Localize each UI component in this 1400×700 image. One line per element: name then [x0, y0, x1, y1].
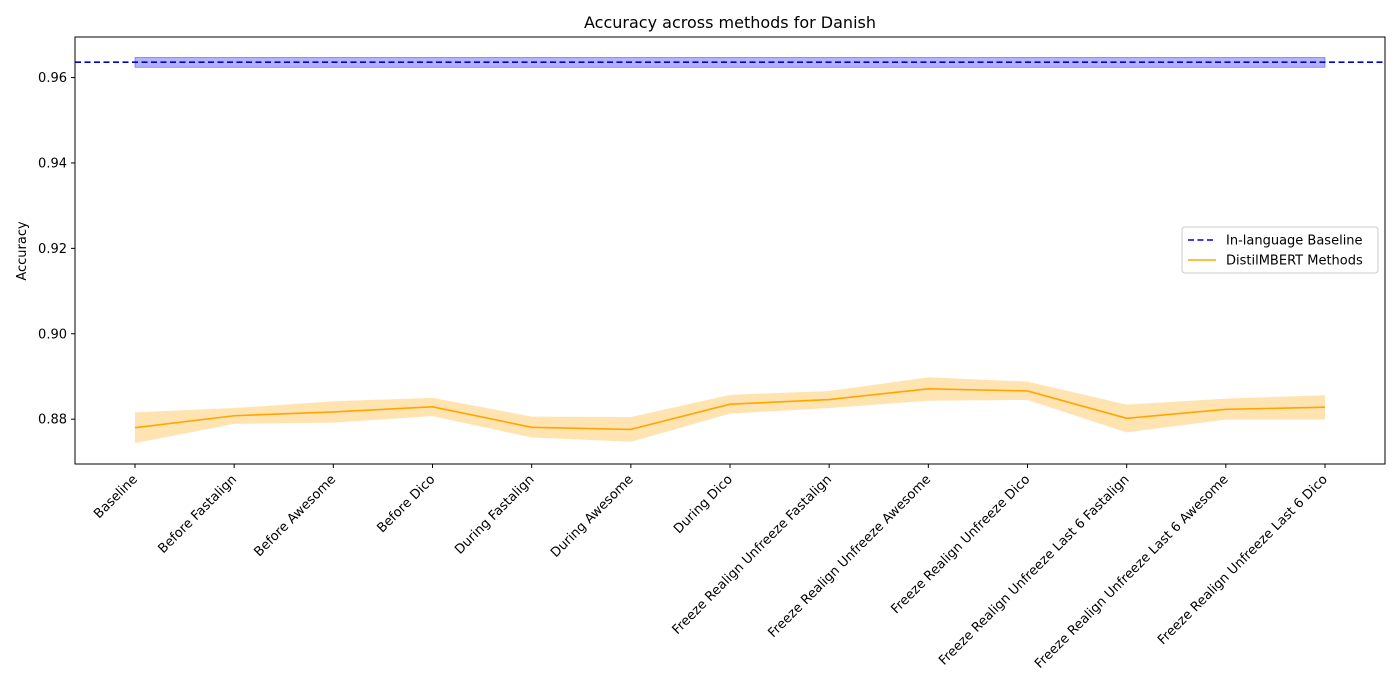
- legend-label-reference: In-language Baseline: [1226, 234, 1363, 249]
- series-line-0: [134, 388, 1326, 431]
- y-tick-label: 0.90: [38, 327, 67, 342]
- y-tick-label: 0.92: [38, 242, 67, 257]
- plot-area: [75, 56, 1385, 444]
- y-tick-label: 0.88: [38, 413, 67, 428]
- legend-label-series-0: DistilMBERT Methods: [1226, 254, 1363, 269]
- y-axis: 0.88 0.90 0.92 0.94 0.96: [38, 71, 75, 428]
- y-tick-label: 0.94: [38, 156, 67, 171]
- legend-box: [1181, 226, 1379, 274]
- series-band-0: [135, 377, 1325, 444]
- y-axis-label: Accuracy: [15, 221, 30, 281]
- legend: In-language Baseline DistilMBERT Methods: [1181, 226, 1379, 274]
- chart-title: Accuracy across methods for Danish: [584, 13, 876, 32]
- y-tick-label: 0.96: [38, 71, 67, 86]
